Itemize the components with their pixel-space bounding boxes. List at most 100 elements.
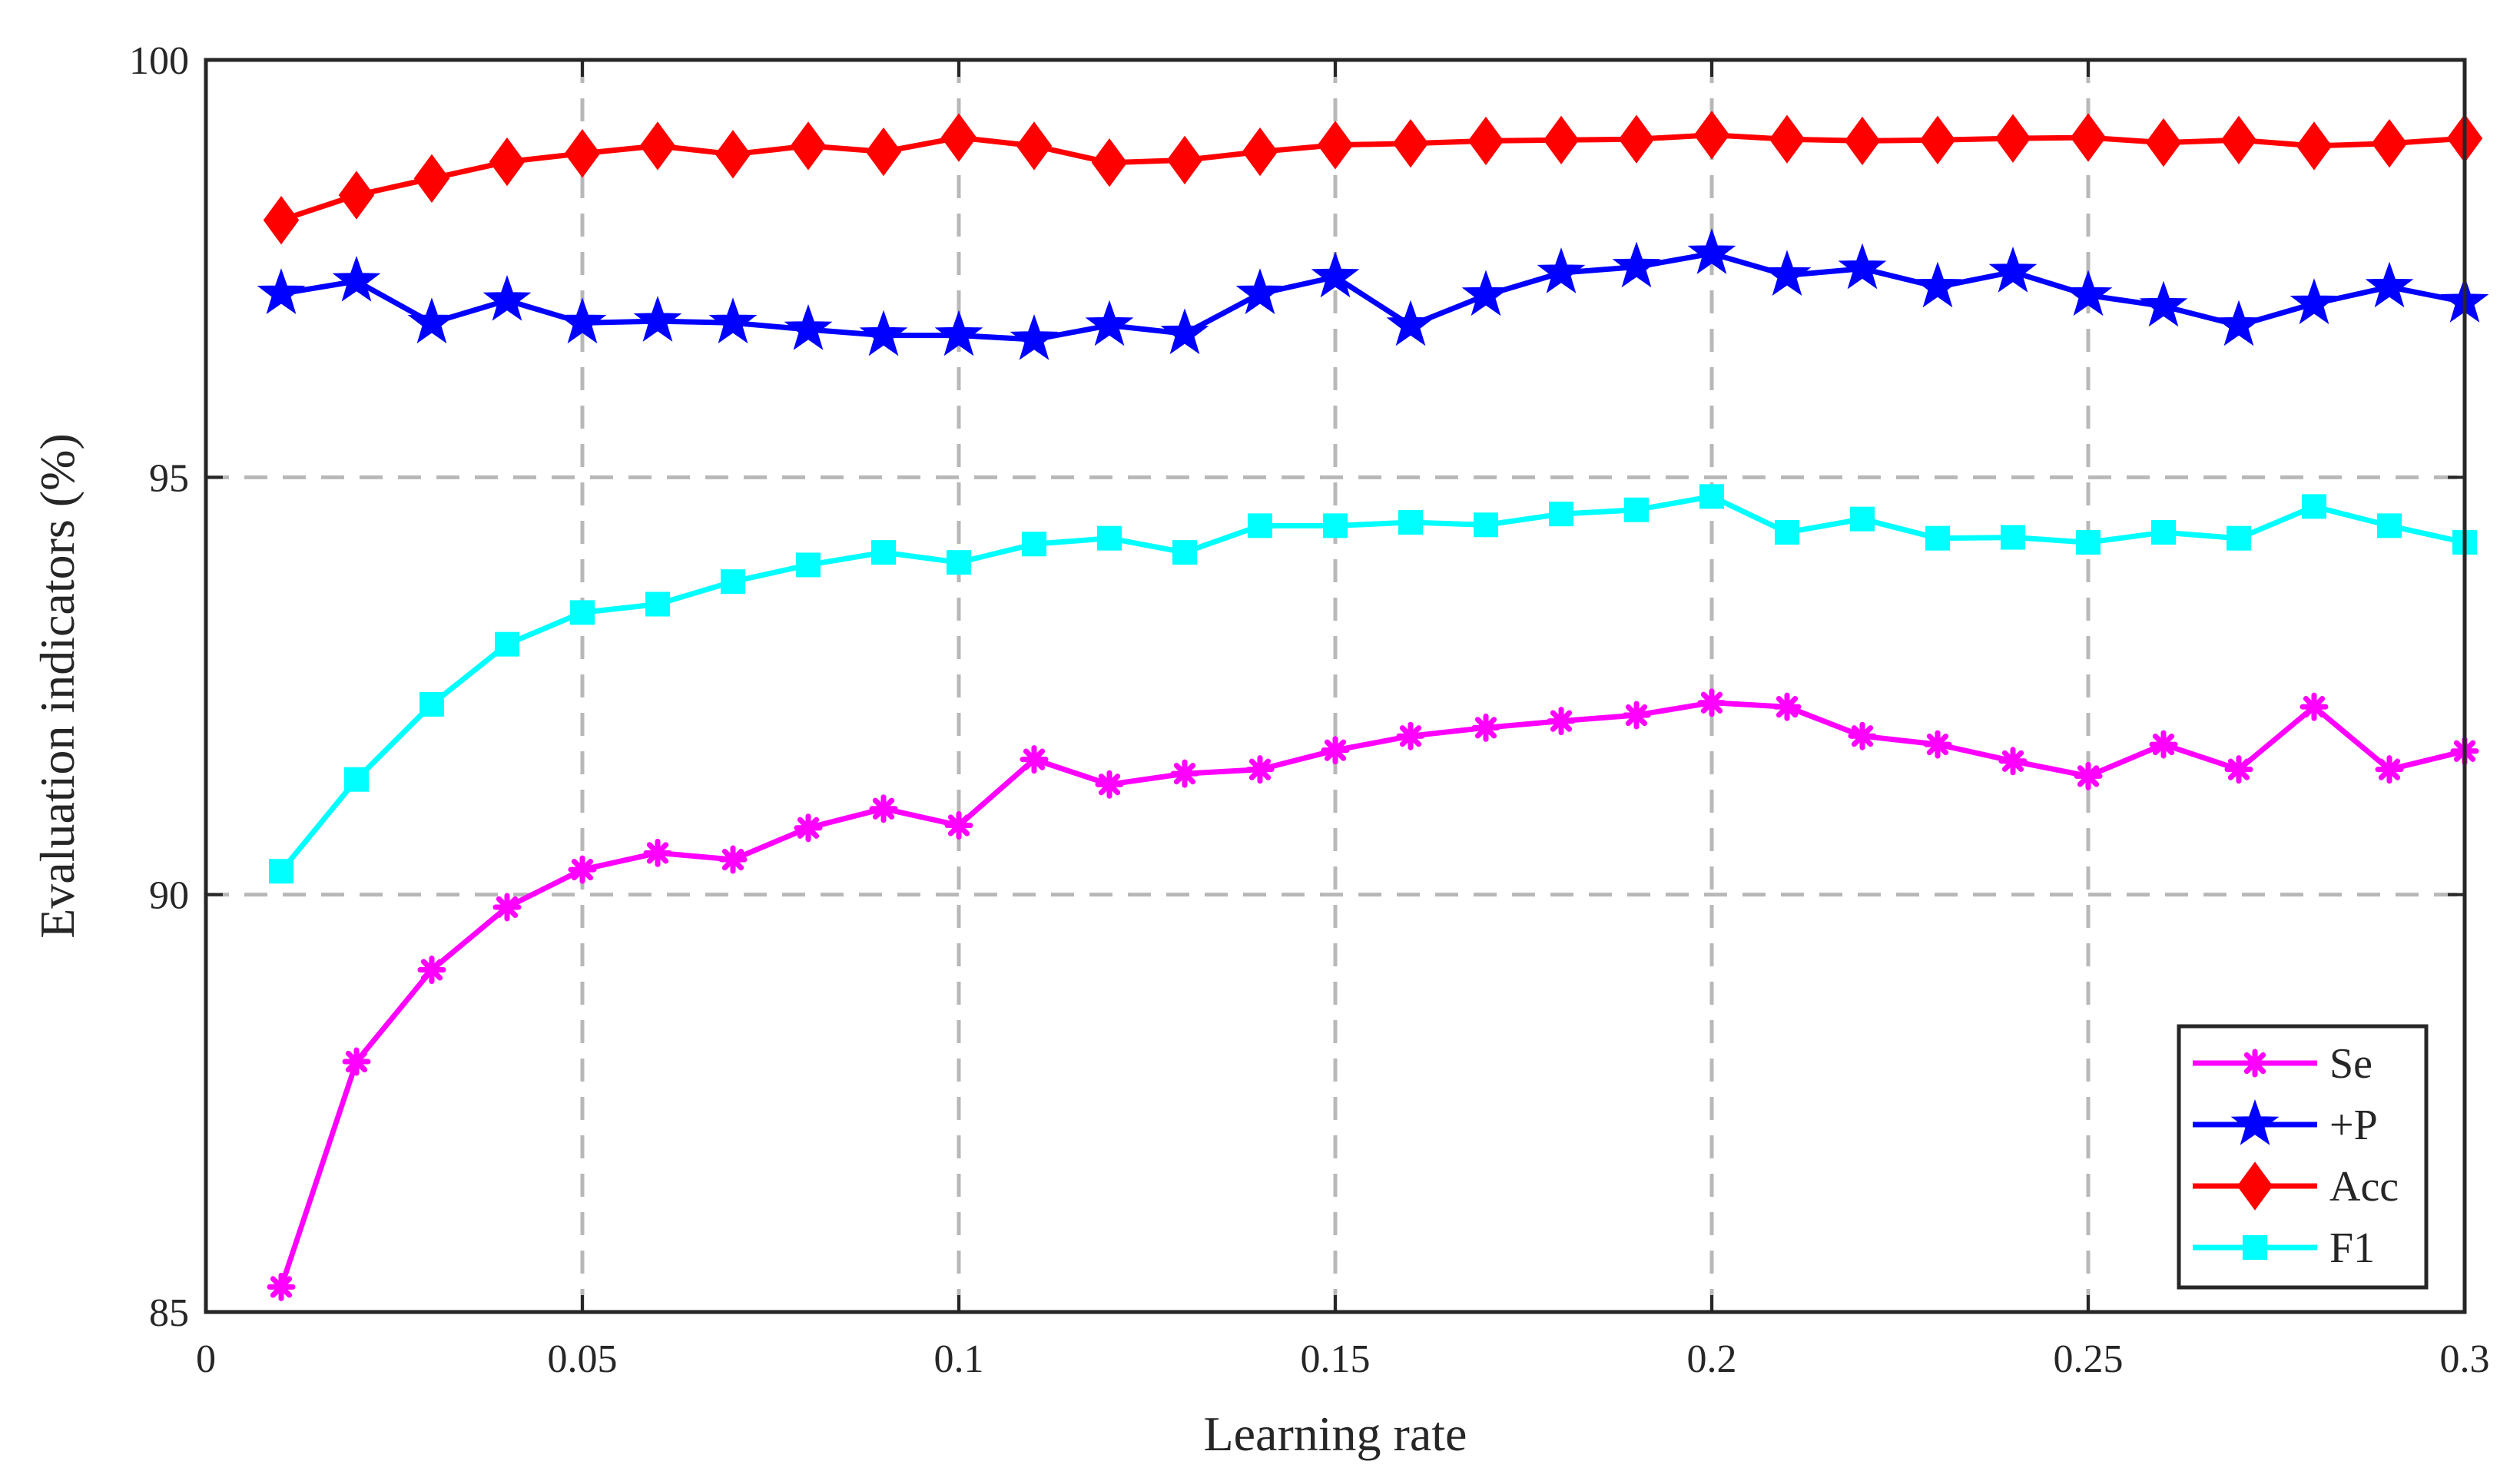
data-point — [633, 296, 682, 342]
data-point — [267, 1272, 296, 1301]
data-point — [1097, 525, 1122, 551]
data-point — [570, 600, 595, 625]
data-point — [1091, 137, 1128, 187]
series-p — [257, 228, 2489, 360]
data-point — [2302, 494, 2326, 519]
asterisk-core — [2233, 763, 2245, 776]
data-point — [794, 813, 823, 843]
legend-label: Acc — [2329, 1163, 2399, 1211]
legend-entries: Se +P Acc F1 — [2193, 1040, 2399, 1272]
data-point — [413, 154, 450, 203]
data-point — [1323, 513, 1348, 538]
data-point — [790, 121, 827, 171]
series-f1 — [269, 484, 2477, 884]
series-se — [267, 688, 2479, 1301]
data-point — [1311, 251, 1360, 298]
legend-marker — [2240, 1049, 2270, 1078]
data-point — [1471, 713, 1500, 742]
data-point — [1913, 261, 1962, 308]
data-point — [344, 767, 369, 792]
data-point — [1622, 701, 1651, 730]
data-point — [2300, 692, 2329, 721]
asterisk-core — [501, 900, 513, 913]
asterisk-core — [576, 863, 589, 876]
data-point — [2151, 520, 2176, 545]
data-point — [2001, 525, 2025, 550]
legend-entry: F1 — [2193, 1224, 2375, 1272]
data-point — [2076, 530, 2101, 555]
data-point — [2296, 121, 2333, 171]
legend-marker — [2243, 1235, 2267, 1260]
data-point — [417, 955, 446, 984]
data-point — [1988, 246, 2038, 293]
data-point — [269, 859, 293, 884]
asterisk-core — [953, 819, 965, 832]
data-point — [1699, 484, 1724, 509]
legend: Se +P Acc F1 — [2177, 1024, 2429, 1290]
data-point — [558, 297, 607, 344]
y-axis-label: Evaluation indicators (%) — [30, 433, 85, 939]
data-point — [721, 569, 745, 595]
data-point — [338, 171, 375, 220]
data-point — [2074, 761, 2103, 790]
asterisk-core — [350, 1055, 363, 1068]
asterisk-core — [802, 821, 814, 834]
data-point — [784, 303, 833, 350]
data-point — [1923, 730, 1952, 759]
data-point — [1474, 512, 1498, 538]
data-point — [1687, 228, 1736, 274]
data-point — [715, 130, 751, 179]
legend-entry: Se — [2193, 1040, 2372, 1088]
series-line — [279, 493, 2465, 873]
data-point — [482, 274, 532, 321]
data-point — [1549, 502, 1573, 527]
data-point — [1998, 747, 2028, 776]
data-point — [492, 893, 522, 922]
data-point — [940, 113, 977, 162]
data-point — [568, 855, 597, 884]
data-point — [257, 268, 306, 314]
legend-entry: +P — [2193, 1098, 2378, 1149]
data-point — [2220, 115, 2257, 165]
data-point — [1994, 114, 2031, 163]
data-point — [934, 310, 983, 356]
data-point — [419, 691, 444, 717]
data-point — [1245, 755, 1275, 784]
data-point — [1612, 241, 1661, 288]
y-tick-label: 85 — [149, 1291, 189, 1335]
data-point — [1020, 745, 1049, 774]
data-point — [947, 550, 971, 575]
data-point — [1248, 513, 1272, 538]
data-point — [796, 552, 821, 578]
data-point — [1321, 736, 1350, 765]
data-point — [342, 1047, 371, 1076]
data-point — [1838, 243, 1887, 290]
y-tick-label: 90 — [149, 874, 189, 918]
asterisk-core — [275, 1281, 287, 1294]
asterisk-core — [1555, 714, 1567, 727]
legend-label: +P — [2329, 1102, 2378, 1149]
asterisk-core — [2007, 754, 2019, 767]
y-tick-label: 95 — [149, 456, 189, 500]
data-point — [1618, 114, 1655, 164]
data-point — [639, 121, 676, 171]
data-point — [1235, 268, 1285, 314]
x-tick-label: 0.1 — [934, 1337, 984, 1381]
data-point — [1624, 497, 1649, 522]
asterisk-core — [1781, 701, 1793, 714]
data-point — [2214, 300, 2263, 346]
x-tick-label: 0.15 — [1301, 1337, 1371, 1381]
x-tick-label: 0.25 — [2054, 1337, 2124, 1381]
asterisk-core — [1179, 767, 1191, 780]
series-group — [257, 111, 2489, 1301]
data-point — [643, 838, 672, 867]
x-tick-label: 0.3 — [2440, 1337, 2490, 1381]
data-point — [1775, 520, 1799, 545]
asterisk-core — [652, 847, 664, 860]
x-tick-label: 0 — [196, 1337, 216, 1381]
asterisk-core — [1480, 721, 1492, 734]
data-point — [1919, 115, 1956, 165]
data-point — [1166, 135, 1203, 185]
data-point — [859, 310, 908, 356]
